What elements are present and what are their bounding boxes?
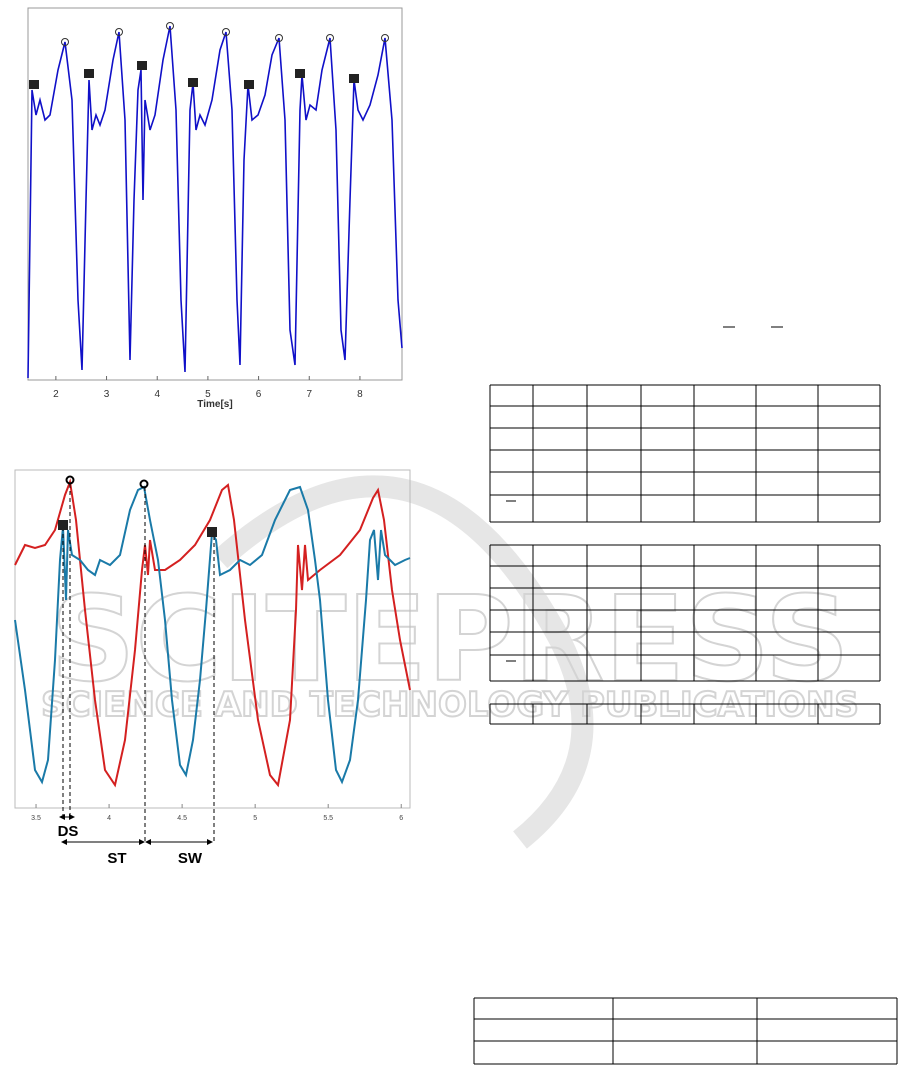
event-lines [62,484,215,842]
plot-frame [27,7,403,381]
interval-arrows [59,814,213,845]
signal-blue [14,485,411,785]
signal-red [14,478,411,788]
figure-1: Time[s] 2 3 4 5 6 7 8 [27,7,403,410]
event-markers [58,520,217,537]
interval-label: DS [58,823,79,840]
x-tick-label: 6 [399,815,403,822]
x-tick-label: 5 [205,389,211,400]
peak-markers [61,22,389,46]
interval-label: SW [178,850,203,867]
watermark: SCITEPRESS SCIENCE AND TECHNOLOGY PUBLIC… [40,475,860,849]
x-tick-label: 7 [306,389,312,400]
figure-2: 3.5 4 4.5 5 5.5 6 DS ST SW [14,469,411,867]
x-tick-label: 5.5 [323,815,333,822]
x-tick-label: 8 [357,389,363,400]
watermark-title: SCITEPRESS [50,570,849,708]
signal [27,25,403,379]
x-tick-label: 4.5 [177,815,187,822]
watermark-subtitle: SCIENCE AND TECHNOLOGY PUBLICATIONS [41,685,859,725]
x-tick-label: 3 [104,389,110,400]
x-tick-label: 6 [256,389,262,400]
interval-label: ST [107,850,126,867]
plot-frame [14,469,411,809]
overlines [506,326,783,662]
x-tick-label: 4 [154,389,160,400]
event-markers [29,61,359,89]
x-tick-label: 2 [53,389,59,400]
tables [473,384,898,1065]
x-axis-label: Time[s] [197,399,232,410]
peak-markers [65,475,149,489]
x-tick-label: 5 [253,815,257,822]
x-tick-label: 3.5 [31,815,41,822]
x-tick-label: 4 [107,815,111,822]
